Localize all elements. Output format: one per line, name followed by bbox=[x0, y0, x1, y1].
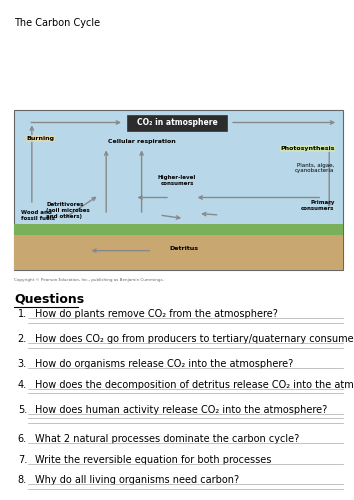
Text: 5.: 5. bbox=[18, 404, 27, 414]
Text: 8.: 8. bbox=[18, 475, 27, 485]
Text: How does the decomposition of detritus release CO₂ into the atmosphere?: How does the decomposition of detritus r… bbox=[35, 380, 354, 390]
Text: CO₂ in atmosphere: CO₂ in atmosphere bbox=[137, 118, 217, 127]
Text: Plants, algae,
cyanobacteria: Plants, algae, cyanobacteria bbox=[295, 162, 335, 173]
Text: 7.: 7. bbox=[18, 454, 27, 464]
Text: How do plants remove CO₂ from the atmosphere?: How do plants remove CO₂ from the atmosp… bbox=[35, 309, 278, 319]
Text: Burning: Burning bbox=[27, 136, 55, 141]
FancyBboxPatch shape bbox=[14, 224, 343, 235]
Text: Wood and
fossil fuels: Wood and fossil fuels bbox=[21, 210, 55, 221]
Text: 1.: 1. bbox=[18, 309, 27, 319]
Text: Questions: Questions bbox=[14, 292, 84, 306]
FancyBboxPatch shape bbox=[14, 235, 343, 270]
FancyBboxPatch shape bbox=[14, 110, 343, 270]
Text: Higher-level
consumers: Higher-level consumers bbox=[158, 175, 196, 186]
Text: Primary
consumers: Primary consumers bbox=[301, 200, 335, 211]
Text: What 2 natural processes dominate the carbon cycle?: What 2 natural processes dominate the ca… bbox=[35, 434, 299, 444]
Text: 2.: 2. bbox=[18, 334, 27, 344]
Text: Copyright © Pearson Education, Inc., publishing as Benjamin Cummings.: Copyright © Pearson Education, Inc., pub… bbox=[14, 278, 164, 281]
Text: How does human activity release CO₂ into the atmosphere?: How does human activity release CO₂ into… bbox=[35, 404, 328, 414]
Text: Photosynthesis: Photosynthesis bbox=[280, 146, 335, 151]
Text: Why do all living organisms need carbon?: Why do all living organisms need carbon? bbox=[35, 475, 240, 485]
Text: How does CO₂ go from producers to tertiary/quaternary consumers?: How does CO₂ go from producers to tertia… bbox=[35, 334, 354, 344]
FancyBboxPatch shape bbox=[127, 114, 227, 130]
Text: Write the reversible equation for both processes: Write the reversible equation for both p… bbox=[35, 454, 272, 464]
Text: 3.: 3. bbox=[18, 359, 27, 369]
Text: Cellular respiration: Cellular respiration bbox=[108, 139, 176, 144]
Text: How do organisms release CO₂ into the atmosphere?: How do organisms release CO₂ into the at… bbox=[35, 359, 294, 369]
Text: 4.: 4. bbox=[18, 380, 27, 390]
Text: The Carbon Cycle: The Carbon Cycle bbox=[14, 18, 100, 28]
Text: Detritus: Detritus bbox=[170, 246, 199, 252]
Text: Detritivores
(soil microbes
and others): Detritivores (soil microbes and others) bbox=[46, 202, 90, 218]
Text: 6.: 6. bbox=[18, 434, 27, 444]
